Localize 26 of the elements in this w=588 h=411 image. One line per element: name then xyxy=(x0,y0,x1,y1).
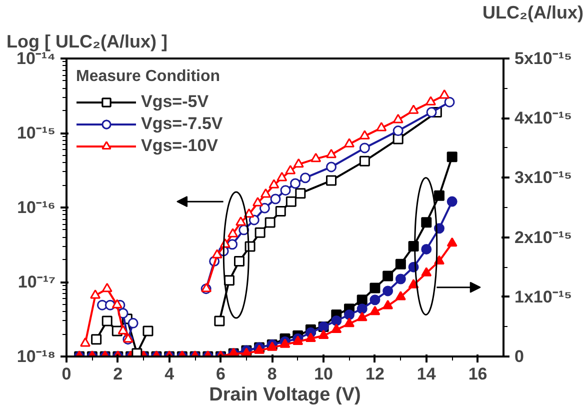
legend-title: Measure Condition xyxy=(76,68,222,86)
legend-label: Vgs=-5V xyxy=(141,91,209,113)
y2-tick-label: 3x10⁻¹⁵ xyxy=(514,168,572,188)
y-tick-label: 10⁻¹⁵ xyxy=(16,124,56,142)
x-tick-label: 8 xyxy=(267,364,277,384)
x-tick-label: 14 xyxy=(416,364,436,384)
x-tick-label: 4 xyxy=(164,364,175,384)
y2-tick-label: 0 xyxy=(514,347,524,366)
x-tick-label: 6 xyxy=(216,364,226,384)
y2-tick-label: 5x10⁻¹⁵ xyxy=(514,49,572,68)
legend-label: Vgs=-7.5V xyxy=(141,113,223,135)
x-axis-title: Drain Voltage (V) xyxy=(209,384,361,406)
y-tick-label: 10⁻¹⁸ xyxy=(16,347,56,366)
x-tick-label: 16 xyxy=(468,364,488,384)
x-tick-label: 0 xyxy=(62,364,72,384)
x-tick-label: 10 xyxy=(314,364,334,384)
y-axis-title: Log [ ULC₂(A/lux) ] xyxy=(6,32,168,52)
y2-tick-label: 1x10⁻¹⁵ xyxy=(514,287,572,306)
y-tick-label: 10⁻¹⁶ xyxy=(17,198,56,217)
y-tick-label: 10⁻¹⁷ xyxy=(18,272,56,292)
y2-axis-title: ULC₂(A/lux) xyxy=(482,2,584,22)
x-tick-label: 2 xyxy=(113,364,123,384)
y2-tick-label: 2x10⁻¹⁵ xyxy=(514,228,572,247)
x-tick-label: 12 xyxy=(366,364,384,384)
y2-tick-label: 4x10⁻¹⁵ xyxy=(514,108,572,128)
legend-label: Vgs=-10V xyxy=(141,135,218,157)
